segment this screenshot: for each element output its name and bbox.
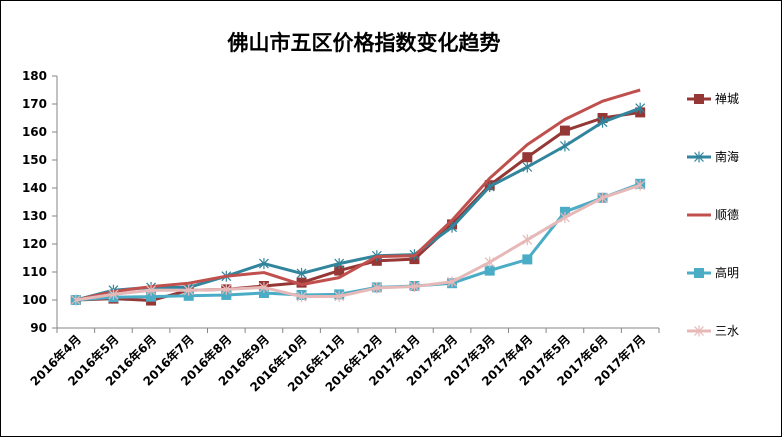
legend-label: 高明 xyxy=(715,265,739,280)
data-point xyxy=(447,276,457,288)
legend-marker xyxy=(694,151,704,163)
data-point xyxy=(146,284,156,296)
series-2 xyxy=(70,102,646,306)
data-point xyxy=(334,290,345,302)
chart-title: 佛山市五区价格指数变化趋势 xyxy=(227,31,501,55)
data-point xyxy=(296,291,307,303)
series-line xyxy=(75,88,641,302)
data-point xyxy=(70,294,81,306)
data-point xyxy=(221,283,232,295)
series-line xyxy=(75,110,641,303)
data-point xyxy=(560,140,570,152)
y-tick-label: 160 xyxy=(22,125,47,139)
legend-label: 顺德 xyxy=(715,207,739,222)
series-line xyxy=(75,182,641,302)
legend-entry: 顺德 xyxy=(687,207,739,222)
series-line xyxy=(75,106,641,302)
y-tick-label: 100 xyxy=(22,293,47,307)
data-point xyxy=(409,281,420,293)
data-point xyxy=(334,258,345,270)
data-point xyxy=(522,152,533,163)
legend-entry: 三水 xyxy=(687,324,739,338)
series-3 xyxy=(75,88,641,302)
data-point xyxy=(259,258,269,270)
data-point xyxy=(108,288,119,300)
y-tick-label: 130 xyxy=(22,209,47,223)
plot-area: 901001101201301401501601701802016年4月2016… xyxy=(22,69,660,395)
y-tick-label: 150 xyxy=(22,153,47,167)
y-tick-label: 170 xyxy=(22,97,47,111)
y-tick-label: 120 xyxy=(22,237,47,251)
legend-label: 三水 xyxy=(715,324,739,338)
y-tick-label: 110 xyxy=(22,265,47,279)
data-point xyxy=(522,161,533,173)
series-line xyxy=(75,183,641,302)
legend-label: 南海 xyxy=(715,149,739,164)
legend-entry: 南海 xyxy=(687,149,739,164)
data-point xyxy=(559,125,570,136)
y-tick-label: 180 xyxy=(22,69,47,83)
data-point xyxy=(522,234,533,246)
series-5 xyxy=(70,179,646,306)
data-point xyxy=(635,102,646,114)
data-point xyxy=(522,254,533,265)
data-point xyxy=(259,281,269,293)
data-point xyxy=(635,179,646,191)
data-point xyxy=(597,116,608,128)
legend-marker xyxy=(694,325,704,337)
series-1 xyxy=(70,107,646,306)
legend-entry: 禅城 xyxy=(687,92,739,106)
y-tick-label: 140 xyxy=(22,181,47,195)
data-point xyxy=(183,284,194,296)
data-point xyxy=(597,192,608,204)
data-point xyxy=(296,267,307,279)
legend-label: 禅城 xyxy=(715,92,739,106)
data-point xyxy=(484,256,495,268)
legend-marker xyxy=(694,268,704,278)
legend-entry: 高明 xyxy=(687,265,739,280)
legend-marker xyxy=(694,94,704,104)
data-point xyxy=(371,282,382,294)
y-tick-label: 90 xyxy=(30,321,47,335)
data-point xyxy=(560,211,570,223)
